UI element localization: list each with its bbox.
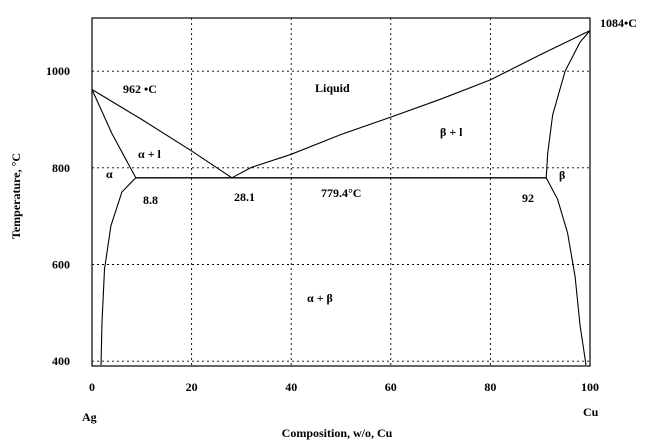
y-tick-label-600: 600 — [52, 258, 70, 272]
liquidus-left-line — [91, 89, 233, 179]
alpha-liquid-region-label: α + l — [138, 147, 162, 161]
liquidus-right-line — [231, 30, 591, 179]
x-axis-title: Composition, w/o, Cu — [282, 426, 393, 440]
x-tick-label-80: 80 — [484, 380, 496, 394]
solidus-alpha-line — [91, 89, 137, 179]
axis-tick-labels: 0 20 40 60 80 100 400 600 800 1000 — [46, 64, 599, 394]
phase-boundary-lines — [91, 30, 591, 366]
y-axis-title: Temperature, °C — [9, 153, 23, 239]
x-tick-label-60: 60 — [385, 380, 397, 394]
eutectic-temperature-label: 779.4°C — [321, 186, 361, 200]
beta-liquid-region-label: β + l — [440, 125, 463, 139]
solidus-beta-line — [545, 30, 591, 178]
plot-frame — [91, 17, 591, 367]
x-tick-label-20: 20 — [186, 380, 198, 394]
liquid-region-label: Liquid — [315, 81, 350, 95]
silver-melting-point-label: 962 •C — [123, 82, 157, 96]
y-tick-label-800: 800 — [52, 161, 70, 175]
solvus-beta-line — [545, 177, 587, 366]
eutectic-composition-label: 28.1 — [234, 190, 255, 204]
x-tick-label-100: 100 — [581, 380, 599, 394]
y-tick-label-1000: 1000 — [46, 64, 70, 78]
alpha-solubility-label: 8.8 — [143, 193, 158, 207]
solvus-alpha-line — [100, 177, 137, 366]
beta-region-label: β — [559, 168, 565, 182]
x-tick-label-40: 40 — [285, 380, 297, 394]
alpha-beta-region-label: α + β — [307, 291, 333, 305]
beta-solubility-label: 92 — [522, 191, 534, 205]
y-tick-label-400: 400 — [52, 354, 70, 368]
copper-melting-point-label: 1084•C — [600, 16, 637, 30]
silver-label: Ag — [82, 410, 97, 424]
copper-label: Cu — [583, 405, 599, 419]
alpha-region-label: α — [106, 167, 113, 181]
x-tick-label-0: 0 — [89, 380, 95, 394]
